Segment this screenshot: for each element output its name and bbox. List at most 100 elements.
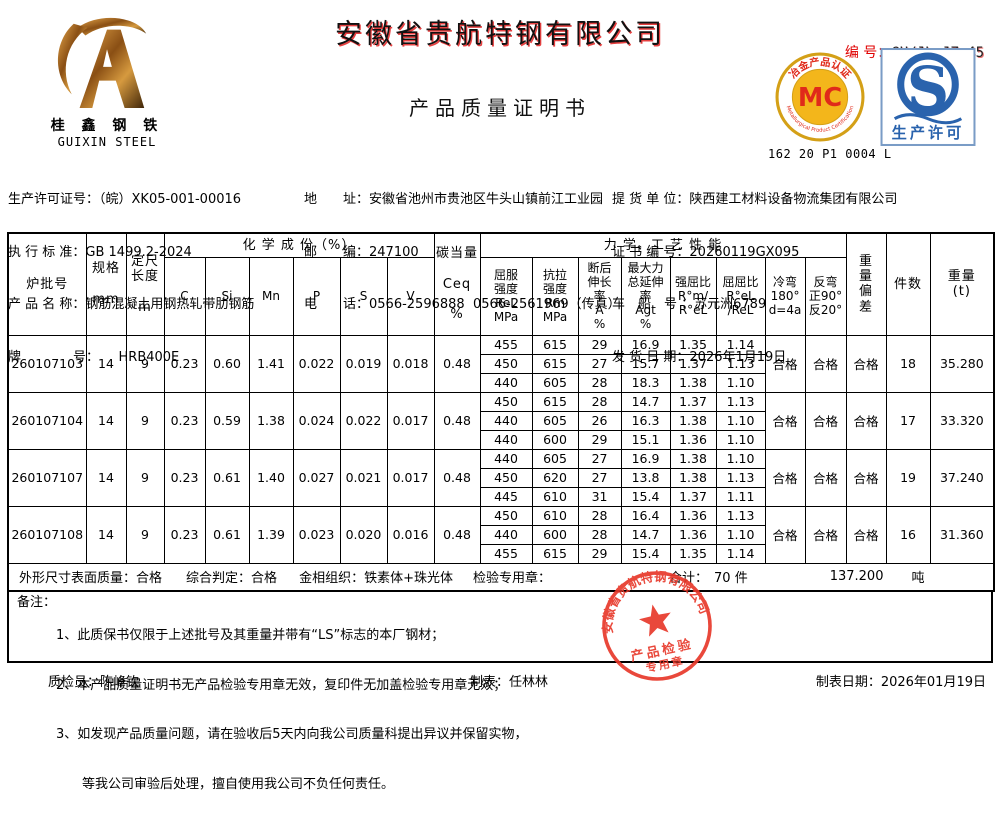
cell-rel: 440 (479, 448, 533, 469)
shipment-info: 生产许可证号：（皖）XK05-001-00016 执 行 标 准：GB 1499… (0, 156, 1000, 365)
table-subrow: 440 605 26 16.3 1.38 1.10 (8, 410, 994, 431)
footer: 质检员：陈峰钦 制表：任林林 制表日期：2026年01月19日 (0, 663, 1000, 690)
col-Si: Si (204, 256, 250, 336)
info-value: 钢筋混凝土用钢热轧带肋钢筋 (85, 297, 255, 312)
qs-caption: 生产许可 (892, 124, 965, 142)
col-heat-no: 炉批号 (7, 232, 87, 336)
cell-rm: 615 (531, 334, 579, 355)
info-value: GB 1499.2-2024 (85, 244, 192, 260)
total-pieces: 70 件 (714, 571, 748, 587)
cell-ratio2: 1.10 (715, 448, 766, 469)
remark-line: 3、如发现产品质量问题，请在验收后5天内向我公司质量科提出异议并保留实物， (56, 727, 528, 742)
cell-ratio1: 1.36 (669, 429, 717, 450)
cell-ratio2: 1.13 (715, 505, 766, 526)
cell-reverse-bend: 合格 (804, 334, 847, 393)
cell-rel: 440 (479, 429, 533, 450)
cell-s: 0.020 (339, 505, 388, 564)
table-header-group-row: 炉批号 规格 mm 定尺 长度 m 化 学 成 份（%） 碳当量 Ceq % 力… (7, 232, 995, 336)
cell-ratio1: 1.35 (669, 543, 717, 564)
table-row: 260107104 14 9 0.23 0.59 1.38 0.024 0.02… (7, 391, 995, 450)
cell-rm: 615 (531, 543, 579, 564)
table-header-sub-row: C Si Mn P S V 屈服 强度 ReL MPa 抗拉 强度 Rm MPa… (8, 256, 994, 336)
table-subrow: 440 600 28 14.7 1.36 1.10 (8, 524, 994, 545)
cell-ratio1: 1.38 (669, 372, 717, 393)
cell-rm: 615 (531, 391, 579, 412)
table-row: 260107103 14 9 0.23 0.60 1.41 0.022 0.01… (7, 334, 995, 393)
cell-reverse-bend: 合格 (804, 505, 847, 564)
info-value: 247100 (369, 244, 419, 260)
cell-len: 9 (125, 448, 165, 507)
col-pieces: 件数 (885, 232, 931, 336)
total-weight-unit: 吨 (911, 571, 925, 587)
cell-ratio2: 1.10 (715, 429, 766, 450)
cell-agt: 16.4 (620, 505, 671, 526)
table-subrow: 440 605 28 18.3 1.38 1.10 (8, 372, 994, 393)
cell-agt: 16.9 (620, 448, 671, 469)
remarks-box: 备注： 1、此质保书仅限于上述批号及其重量并带有“LS”标志的本厂钢材； 2、本… (7, 592, 993, 792)
cell-a: 27 (577, 353, 622, 374)
cell-v: 0.016 (386, 505, 435, 564)
col-elongation: 断后 伸长 率 A % (577, 256, 622, 336)
cell-si: 0.61 (204, 448, 250, 507)
cell-p: 0.023 (292, 505, 341, 564)
cell-reverse-bend: 合格 (804, 448, 847, 507)
info-column-right: 提 货 单 位：陕西建工材料设备物流集团有限公司 证 书 编 号：2026011… (612, 156, 1000, 365)
cell-ceq: 0.48 (433, 448, 481, 507)
cell-rm: 605 (531, 448, 579, 469)
col-rm-rel-ratio: 强屈比 R°m/ R°eL (669, 256, 717, 336)
cell-heat: 260107104 (7, 391, 87, 450)
cell-rm: 600 (531, 524, 579, 545)
total-weight: 137.200 (829, 569, 884, 585)
remark-line: 2、本产品质量证明书无产品检验专用章无效，复印件无加盖检验专用章无效； (56, 677, 507, 693)
cell-weight: 37.240 (929, 448, 995, 507)
info-value: 陕西建工材料设备物流集团有限公司 (689, 192, 898, 207)
cell-a: 29 (577, 543, 622, 564)
cell-ratio2: 1.11 (715, 486, 766, 507)
info-label: 地 址： (304, 192, 370, 207)
cell-v: 0.018 (386, 334, 435, 393)
cell-a: 28 (577, 505, 622, 526)
cell-a: 27 (577, 448, 622, 469)
mc-badge-icon: MC 冶金产品认证 Metallurgical Product Certific… (775, 52, 865, 142)
cell-v: 0.017 (386, 448, 435, 507)
mc-certificate-code: 162 20 P1 0004 L (768, 147, 892, 161)
tabulator: 制表：任林林 (470, 675, 549, 690)
cell-agt: 15.1 (620, 429, 671, 450)
cell-rm: 600 (531, 429, 579, 450)
cell-cold-bend: 合格 (764, 448, 806, 507)
info-label: 产 品 名 称： (8, 297, 86, 312)
table-subrow: 445 610 31 15.4 1.37 1.11 (8, 486, 994, 507)
info-label: 提 货 单 位： (612, 192, 690, 207)
cell-ratio2: 1.13 (715, 353, 766, 374)
cell-spec: 14 (85, 505, 127, 564)
cell-len: 9 (125, 505, 165, 564)
cell-pieces: 18 (885, 334, 931, 393)
tabulation-date: 制表日期：2026年01月19日 (815, 675, 986, 690)
table-row: 260107107 14 9 0.23 0.61 1.40 0.027 0.02… (7, 448, 995, 507)
cell-rel: 440 (479, 410, 533, 431)
cell-mn: 1.39 (248, 505, 294, 564)
cell-si: 0.60 (204, 334, 250, 393)
cell-ratio1: 1.36 (669, 524, 717, 545)
cell-cold-bend: 合格 (764, 334, 806, 393)
cell-ratio2: 1.10 (715, 524, 766, 545)
cell-ratio1: 1.38 (669, 410, 717, 431)
cell-rm: 605 (531, 410, 579, 431)
cell-a: 28 (577, 391, 622, 412)
inspection-stamp: 安徽省贵航特钢有限公司 产品检验 专用章 (589, 558, 716, 689)
cell-c: 0.23 (163, 505, 206, 564)
info-label: 执 行 标 准： (8, 244, 86, 260)
cell-ceq: 0.48 (433, 391, 481, 450)
cell-rel: 455 (479, 543, 533, 564)
cell-rm: 605 (531, 372, 579, 393)
cell-weight-dev: 合格 (845, 448, 887, 507)
info-column-middle: 地 址：安徽省池州市贵池区牛头山镇前江工业园 邮 编：247100 电 话：05… (304, 156, 621, 312)
cell-rm: 610 (531, 505, 579, 526)
col-agt: 最大力 总延伸 率 Agt % (620, 256, 671, 336)
cell-s: 0.021 (339, 448, 388, 507)
col-cold-bend: 冷弯 180° d=4a (764, 256, 806, 336)
qs-letter: S (907, 54, 949, 123)
cell-agt: 15.4 (620, 543, 671, 564)
mc-letters: MC (798, 83, 842, 113)
cell-ratio1: 1.36 (669, 505, 717, 526)
